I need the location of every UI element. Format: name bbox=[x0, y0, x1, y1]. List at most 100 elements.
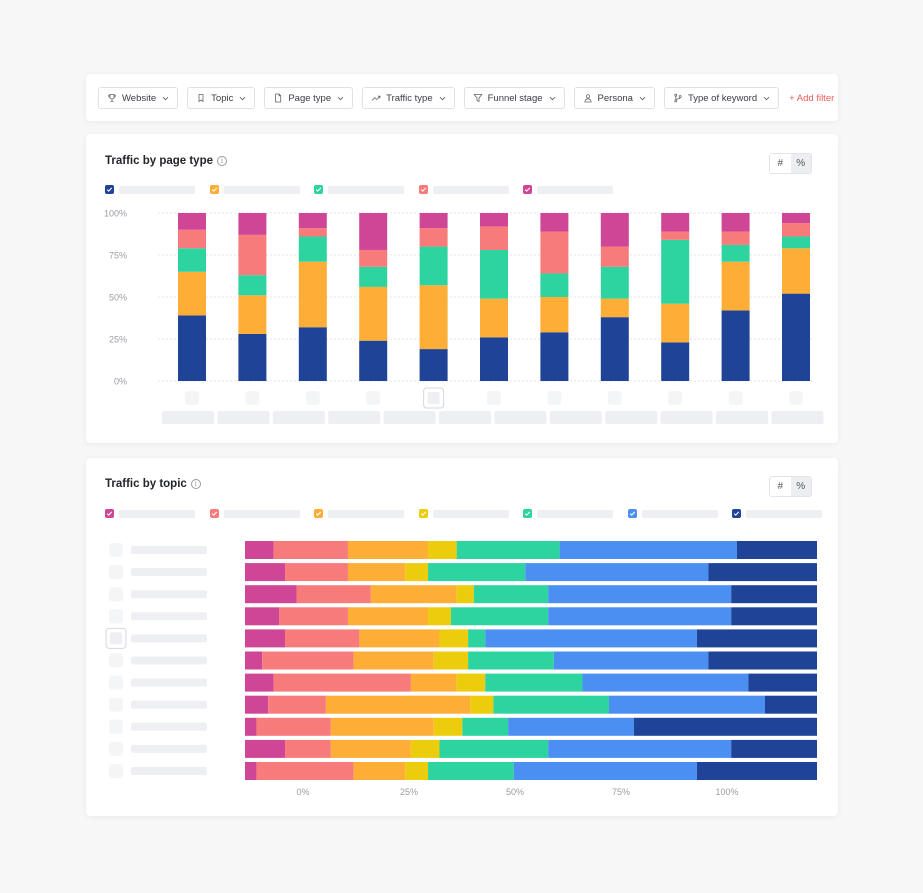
bar-segment[interactable] bbox=[661, 342, 690, 381]
bar-segment[interactable] bbox=[513, 762, 697, 780]
bar-segment[interactable] bbox=[279, 607, 348, 626]
bar-segment[interactable] bbox=[559, 541, 737, 559]
row-icon-placeholder[interactable] bbox=[109, 764, 123, 778]
bar-segment[interactable] bbox=[721, 244, 750, 262]
bar-segment[interactable] bbox=[245, 651, 263, 670]
bar-segment[interactable] bbox=[748, 673, 817, 692]
toggle-percent-button[interactable]: % bbox=[790, 154, 811, 173]
bar-segment[interactable] bbox=[428, 563, 526, 582]
bar-segment[interactable] bbox=[470, 695, 494, 714]
bar-segment[interactable] bbox=[600, 246, 629, 267]
category-icon-placeholder[interactable] bbox=[366, 391, 381, 405]
row-icon-placeholder[interactable] bbox=[109, 565, 123, 580]
checkbox-icon[interactable] bbox=[105, 509, 114, 518]
info-icon[interactable]: i bbox=[190, 479, 201, 489]
bar-segment[interactable] bbox=[245, 629, 286, 648]
bar-segment[interactable] bbox=[600, 266, 629, 299]
category-icon-placeholder[interactable] bbox=[607, 391, 622, 405]
category-icon-placeholder[interactable] bbox=[728, 391, 743, 405]
bar-segment[interactable] bbox=[419, 285, 448, 350]
bar-segment[interactable] bbox=[600, 317, 629, 381]
bar-segment[interactable] bbox=[736, 541, 817, 559]
bar-segment[interactable] bbox=[782, 213, 810, 224]
bar-segment[interactable] bbox=[456, 541, 560, 559]
bar-segment[interactable] bbox=[428, 541, 457, 559]
bar-segment[interactable] bbox=[359, 213, 388, 250]
bar-segment[interactable] bbox=[296, 585, 371, 604]
bar-segment[interactable] bbox=[721, 213, 750, 232]
bar-segment[interactable] bbox=[262, 651, 354, 670]
bar-segment[interactable] bbox=[633, 717, 817, 736]
bar-segment[interactable] bbox=[473, 585, 549, 604]
bar-segment[interactable] bbox=[540, 213, 569, 232]
bar-segment[interactable] bbox=[548, 607, 732, 626]
row-icon-placeholder[interactable] bbox=[109, 719, 123, 734]
bar-segment[interactable] bbox=[238, 275, 267, 296]
legend-item[interactable] bbox=[627, 509, 733, 518]
bar-segment[interactable] bbox=[433, 651, 469, 670]
filter-persona[interactable]: Persona bbox=[573, 87, 655, 109]
bar-segment[interactable] bbox=[347, 607, 429, 626]
category-icon-placeholder[interactable] bbox=[487, 391, 501, 405]
bar-segment[interactable] bbox=[359, 286, 388, 341]
row-icon-placeholder[interactable] bbox=[109, 741, 123, 756]
checkbox-icon[interactable] bbox=[523, 185, 532, 194]
bar-segment[interactable] bbox=[548, 585, 732, 604]
bar-segment[interactable] bbox=[298, 261, 327, 328]
bar-segment[interactable] bbox=[285, 739, 331, 758]
bar-segment[interactable] bbox=[450, 607, 549, 626]
bar-segment[interactable] bbox=[298, 213, 327, 229]
category-icon-placeholder[interactable] bbox=[668, 391, 683, 405]
bar-segment[interactable] bbox=[268, 695, 326, 714]
bar-segment[interactable] bbox=[480, 249, 508, 299]
bar-segment[interactable] bbox=[298, 228, 327, 237]
row-icon-placeholder[interactable] bbox=[109, 697, 123, 712]
bar-segment[interactable] bbox=[600, 213, 629, 247]
checkbox-icon[interactable] bbox=[209, 509, 219, 518]
row-icon-placeholder[interactable] bbox=[109, 543, 123, 557]
bar-segment[interactable] bbox=[782, 223, 810, 237]
row-icon-placeholder[interactable] bbox=[109, 653, 123, 668]
bar-segment[interactable] bbox=[359, 266, 388, 287]
bar-segment[interactable] bbox=[245, 585, 297, 604]
legend-item[interactable] bbox=[209, 509, 315, 518]
bar-segment[interactable] bbox=[468, 629, 486, 648]
bar-segment[interactable] bbox=[238, 234, 267, 276]
bar-segment[interactable] bbox=[245, 673, 274, 692]
bar-segment[interactable] bbox=[419, 349, 448, 381]
bar-segment[interactable] bbox=[419, 228, 448, 247]
bar-segment[interactable] bbox=[540, 231, 569, 274]
bar-segment[interactable] bbox=[410, 739, 440, 758]
bar-segment[interactable] bbox=[721, 261, 750, 311]
checkbox-icon[interactable] bbox=[627, 509, 637, 518]
bar-segment[interactable] bbox=[782, 236, 810, 249]
bar-segment[interactable] bbox=[178, 213, 206, 230]
bar-segment[interactable] bbox=[245, 607, 280, 626]
bar-segment[interactable] bbox=[405, 762, 429, 780]
checkbox-icon[interactable] bbox=[418, 509, 428, 518]
bar-segment[interactable] bbox=[721, 310, 750, 381]
bar-segment[interactable] bbox=[245, 717, 257, 736]
category-icon-placeholder[interactable] bbox=[245, 391, 260, 405]
bar-segment[interactable] bbox=[661, 303, 690, 343]
bar-segment[interactable] bbox=[525, 563, 709, 582]
bar-segment[interactable] bbox=[731, 607, 817, 626]
bar-segment[interactable] bbox=[661, 239, 690, 304]
bar-segment[interactable] bbox=[419, 246, 448, 286]
bar-segment[interactable] bbox=[410, 673, 457, 692]
bar-segment[interactable] bbox=[245, 762, 257, 780]
legend-item[interactable] bbox=[732, 509, 837, 518]
filter-page-type[interactable]: Page type bbox=[264, 87, 354, 109]
bar-segment[interactable] bbox=[661, 231, 690, 240]
bar-segment[interactable] bbox=[178, 229, 206, 249]
bar-segment[interactable] bbox=[731, 585, 817, 604]
bar-segment[interactable] bbox=[782, 293, 810, 381]
bar-segment[interactable] bbox=[359, 249, 388, 267]
bar-segment[interactable] bbox=[419, 213, 448, 229]
checkbox-icon[interactable] bbox=[732, 509, 741, 518]
bar-segment[interactable] bbox=[245, 563, 286, 582]
bar-segment[interactable] bbox=[273, 541, 348, 559]
bar-segment[interactable] bbox=[721, 231, 750, 245]
bar-segment[interactable] bbox=[285, 563, 348, 582]
bar-segment[interactable] bbox=[493, 695, 609, 714]
